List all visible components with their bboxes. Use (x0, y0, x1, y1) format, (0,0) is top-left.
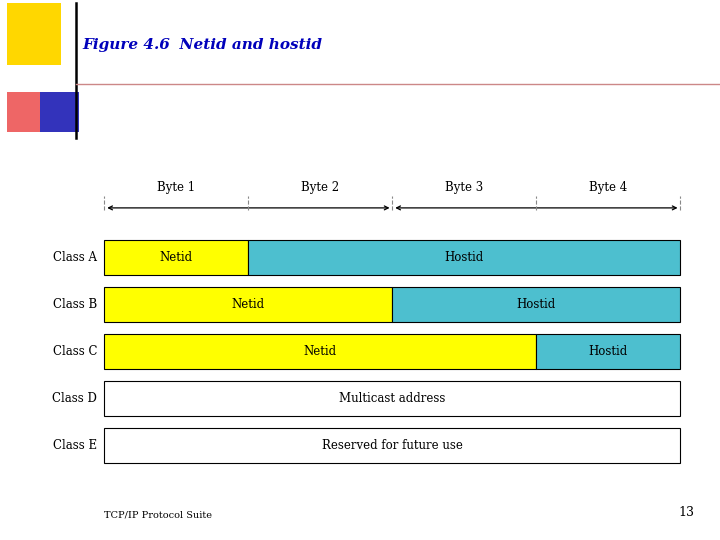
Text: 13: 13 (679, 507, 695, 519)
Text: Netid: Netid (160, 251, 193, 265)
Text: Byte 2: Byte 2 (302, 181, 339, 194)
Text: Byte 1: Byte 1 (158, 181, 195, 194)
Text: TCP/IP Protocol Suite: TCP/IP Protocol Suite (104, 510, 212, 519)
Text: Netid: Netid (232, 298, 265, 312)
Text: Class B: Class B (53, 298, 97, 312)
Text: Byte 3: Byte 3 (445, 181, 484, 194)
Text: Netid and hostid: Netid and hostid (169, 38, 323, 52)
Text: Hostid: Hostid (589, 345, 628, 359)
Text: Class A: Class A (53, 251, 97, 265)
Text: Figure 4.6: Figure 4.6 (83, 38, 171, 52)
Text: Netid: Netid (304, 345, 337, 359)
Text: Class D: Class D (53, 392, 97, 406)
Text: Reserved for future use: Reserved for future use (322, 439, 463, 453)
Text: Class E: Class E (53, 439, 97, 453)
Text: Hostid: Hostid (517, 298, 556, 312)
Text: Class C: Class C (53, 345, 97, 359)
Text: Multicast address: Multicast address (339, 392, 446, 406)
Text: Byte 4: Byte 4 (589, 181, 628, 194)
Text: Hostid: Hostid (445, 251, 484, 265)
